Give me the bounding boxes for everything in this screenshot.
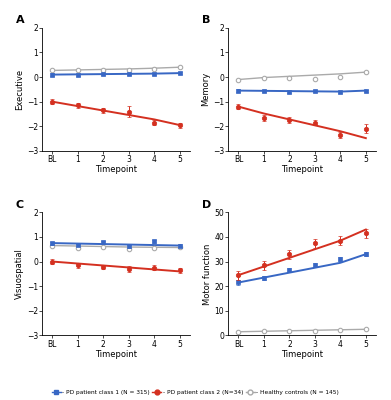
Text: D: D <box>202 200 211 210</box>
Legend: - PD patient class 1 (N = 315), - PD patient class 2 (N=34), - Healthy controls : - PD patient class 1 (N = 315), - PD pat… <box>50 387 341 397</box>
Y-axis label: Memory: Memory <box>201 72 210 106</box>
X-axis label: Timepoint: Timepoint <box>95 350 137 359</box>
X-axis label: Timepoint: Timepoint <box>95 166 137 174</box>
Y-axis label: Executive: Executive <box>15 69 24 110</box>
X-axis label: Timepoint: Timepoint <box>281 350 323 359</box>
Text: C: C <box>16 200 24 210</box>
X-axis label: Timepoint: Timepoint <box>281 166 323 174</box>
Y-axis label: Visuospatial: Visuospatial <box>15 248 24 299</box>
Text: B: B <box>202 15 210 25</box>
Y-axis label: Motor function: Motor function <box>203 243 212 304</box>
Text: A: A <box>16 15 24 25</box>
